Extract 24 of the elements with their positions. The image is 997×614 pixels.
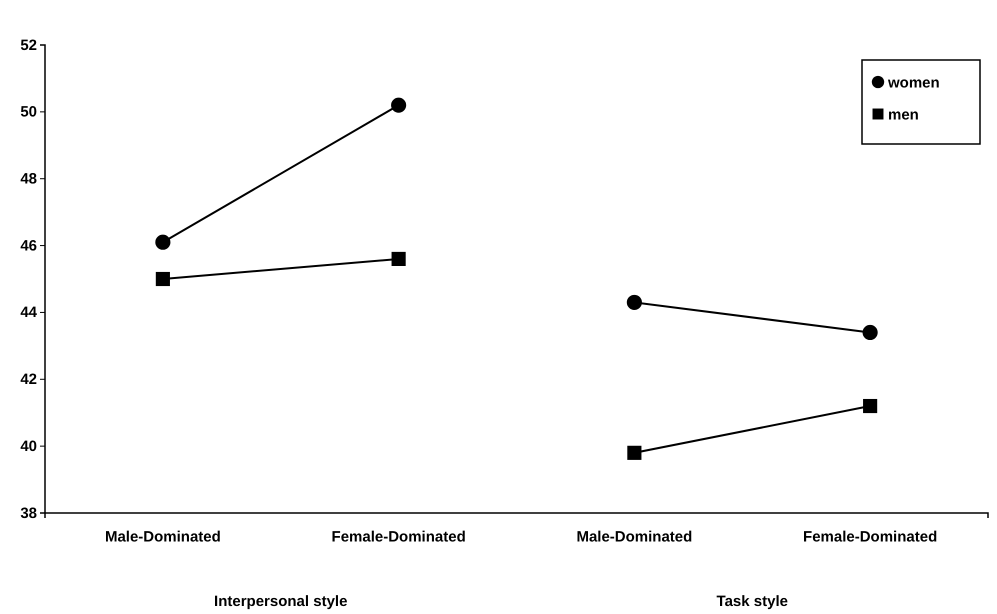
y-tick-label: 42 [20, 371, 37, 388]
y-tick-label: 52 [20, 36, 37, 54]
text: Task style [716, 593, 788, 610]
x-tick-label: Male-Dominated [576, 528, 692, 546]
x-tick-label: Male-Dominated [104, 528, 221, 546]
point [862, 324, 878, 340]
y-tick-label: 50 [20, 104, 37, 121]
legend-label: men [888, 106, 919, 124]
point [392, 252, 406, 266]
point [391, 98, 406, 113]
legend-label: women [887, 74, 940, 92]
point [155, 234, 170, 250]
x-tick-label: Female-Dominated [332, 528, 466, 546]
y-tick-label: 46 [20, 237, 37, 254]
text: Interpersonal style [214, 593, 348, 610]
x-tick-label: Female-Dominated [803, 528, 938, 546]
y-tick-label: 38 [20, 504, 37, 522]
y-tick-label: 40 [20, 438, 37, 455]
point [626, 294, 642, 310]
point [863, 398, 878, 414]
point [627, 446, 642, 460]
y-tick-label: 48 [20, 170, 37, 188]
y-tick-label: 44 [20, 304, 38, 322]
point [156, 272, 170, 286]
